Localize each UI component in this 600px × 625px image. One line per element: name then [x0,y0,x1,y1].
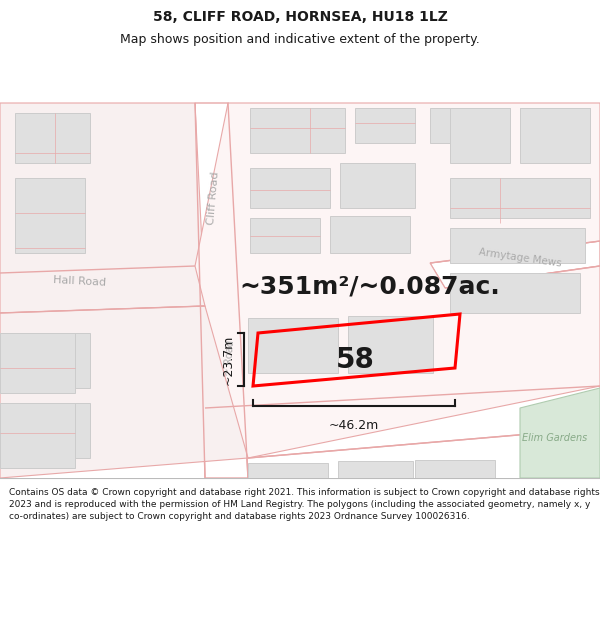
Bar [15,403,90,458]
Text: Map shows position and indicative extent of the property.: Map shows position and indicative extent… [120,32,480,46]
Bar [248,318,338,373]
Polygon shape [205,386,600,458]
Text: Hall Road: Hall Road [53,274,107,288]
Text: Contains OS data © Crown copyright and database right 2021. This information is : Contains OS data © Crown copyright and d… [9,488,599,521]
Bar [450,178,590,218]
Bar [450,273,580,313]
Text: Armytage Mews: Armytage Mews [478,248,562,269]
Bar [0,403,75,468]
Bar [450,228,585,263]
Bar [430,108,510,143]
Text: ~23.7m: ~23.7m [222,334,235,384]
Text: 58: 58 [335,346,374,374]
Bar [520,108,590,163]
Bar [520,108,590,148]
Polygon shape [0,103,205,313]
Bar [248,463,328,478]
Bar [338,461,413,478]
Bar [15,333,90,388]
Polygon shape [195,103,600,458]
Bar [415,460,495,478]
Bar [348,316,433,373]
Polygon shape [0,306,248,478]
Bar [250,218,320,253]
Text: Elim Gardens: Elim Gardens [523,433,587,443]
Bar [250,168,330,208]
Polygon shape [520,388,600,478]
Bar [15,113,90,163]
Text: 58, CLIFF ROAD, HORNSEA, HU18 1LZ: 58, CLIFF ROAD, HORNSEA, HU18 1LZ [152,9,448,24]
Bar [330,216,410,253]
Text: Cliff Road: Cliff Road [206,171,220,225]
Polygon shape [430,241,600,288]
Text: ~ Road: ~ Road [223,340,236,376]
Bar [0,333,75,393]
Polygon shape [0,266,205,313]
Bar [15,178,85,253]
Text: ~351m²/~0.087ac.: ~351m²/~0.087ac. [239,274,500,298]
Bar [340,163,415,208]
Polygon shape [195,103,248,478]
Text: ~46.2m: ~46.2m [329,419,379,432]
Bar [355,108,415,143]
Bar [250,108,345,153]
Bar [450,108,510,163]
